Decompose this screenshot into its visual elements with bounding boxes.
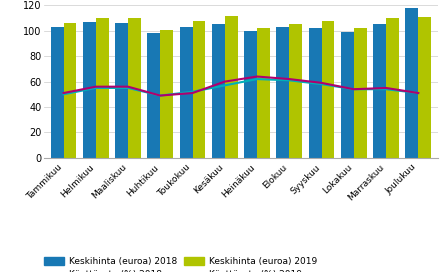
Bar [418, 17, 431, 158]
Bar [354, 28, 367, 158]
Bar [83, 22, 96, 158]
Bar [179, 27, 193, 158]
Bar [51, 27, 64, 158]
Bar [321, 21, 335, 158]
Bar [309, 28, 321, 158]
Bar [160, 30, 173, 158]
Bar [257, 28, 270, 158]
Bar [225, 16, 238, 158]
Bar [341, 32, 354, 158]
Bar [64, 23, 76, 158]
Bar [128, 18, 141, 158]
Bar [386, 18, 399, 158]
Bar [244, 31, 257, 158]
Bar [96, 18, 109, 158]
Bar [212, 24, 225, 158]
Bar [115, 23, 128, 158]
Bar [276, 27, 289, 158]
Bar [405, 8, 418, 158]
Bar [193, 21, 206, 158]
Bar [147, 33, 160, 158]
Bar [289, 24, 302, 158]
Legend: Keskihinta (euroa) 2018, Käyttöaste (%) 2018, Keskihinta (euroa) 2019, Käyttöast: Keskihinta (euroa) 2018, Käyttöaste (%) … [41, 254, 320, 272]
Bar [373, 24, 386, 158]
